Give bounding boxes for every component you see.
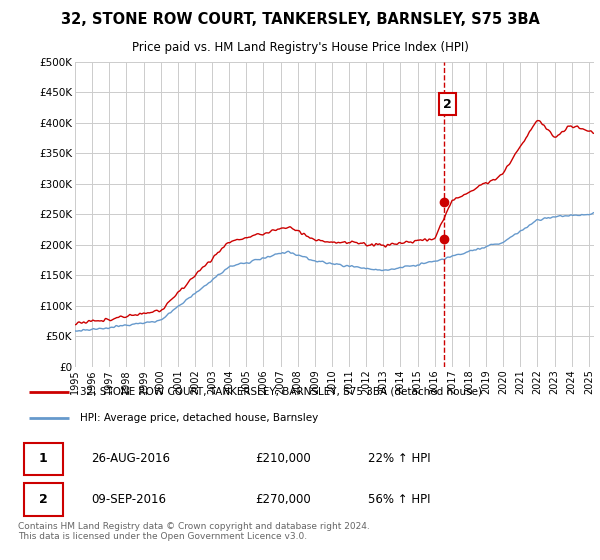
- Text: 09-SEP-2016: 09-SEP-2016: [91, 493, 166, 506]
- Text: 32, STONE ROW COURT, TANKERSLEY, BARNSLEY, S75 3BA (detached house): 32, STONE ROW COURT, TANKERSLEY, BARNSLE…: [80, 387, 482, 397]
- Text: 32, STONE ROW COURT, TANKERSLEY, BARNSLEY, S75 3BA: 32, STONE ROW COURT, TANKERSLEY, BARNSLE…: [61, 12, 539, 27]
- Text: Contains HM Land Registry data © Crown copyright and database right 2024.
This d: Contains HM Land Registry data © Crown c…: [18, 522, 370, 542]
- Text: 2: 2: [443, 98, 452, 111]
- Text: £270,000: £270,000: [255, 493, 311, 506]
- FancyBboxPatch shape: [23, 442, 63, 475]
- Text: 22% ↑ HPI: 22% ↑ HPI: [368, 452, 430, 465]
- Text: 26-AUG-2016: 26-AUG-2016: [91, 452, 170, 465]
- Text: Price paid vs. HM Land Registry's House Price Index (HPI): Price paid vs. HM Land Registry's House …: [131, 41, 469, 54]
- FancyBboxPatch shape: [23, 483, 63, 516]
- Text: 1: 1: [39, 452, 48, 465]
- Text: HPI: Average price, detached house, Barnsley: HPI: Average price, detached house, Barn…: [80, 413, 318, 423]
- Text: 56% ↑ HPI: 56% ↑ HPI: [368, 493, 430, 506]
- Text: £210,000: £210,000: [255, 452, 311, 465]
- Text: 2: 2: [39, 493, 48, 506]
